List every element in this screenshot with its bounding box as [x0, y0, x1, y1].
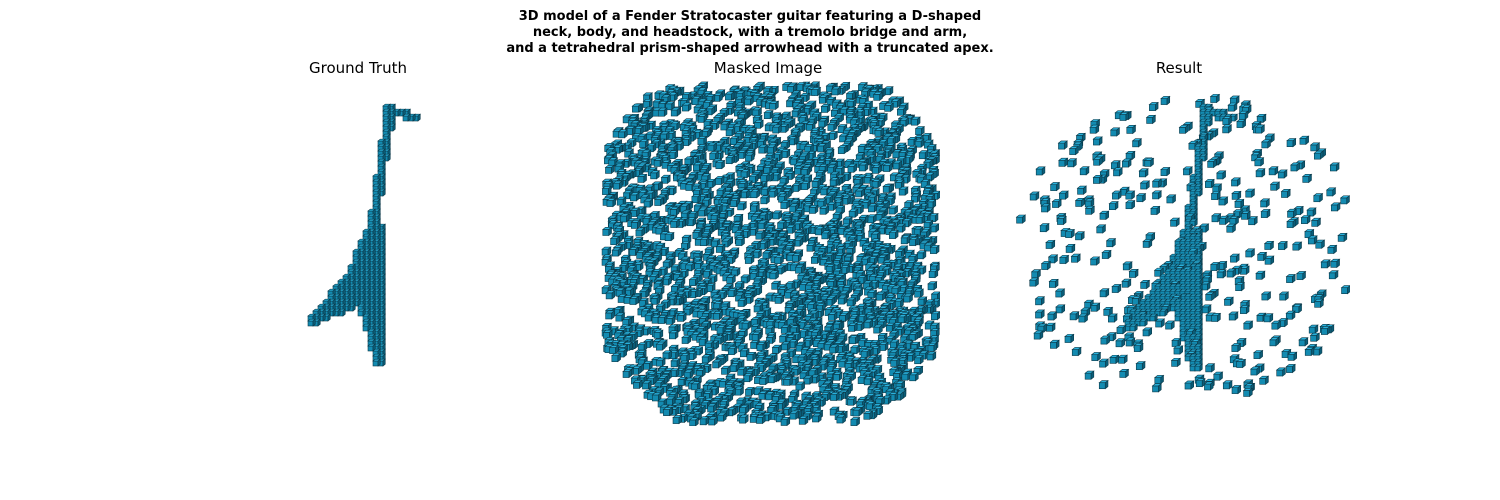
figure-title-line-3: and a tetrahedral prism-shaped arrowhead…: [506, 41, 994, 56]
figure-title: 3D model of a Fender Stratocaster guitar…: [300, 9, 1200, 57]
panel-title-result: Result: [1155, 59, 1203, 77]
panel-title-masked-image: Masked Image: [713, 59, 823, 77]
masked-image-voxel-view: [601, 81, 940, 426]
ground-truth-voxel-view: [307, 103, 422, 367]
panel-title-ground-truth: Ground Truth: [309, 59, 407, 77]
figure-title-line-2: neck, body, and headstock, with a tremol…: [532, 25, 968, 40]
result-voxel-view: [1015, 93, 1350, 398]
figure-title-line-1: 3D model of a Fender Stratocaster guitar…: [518, 9, 982, 24]
